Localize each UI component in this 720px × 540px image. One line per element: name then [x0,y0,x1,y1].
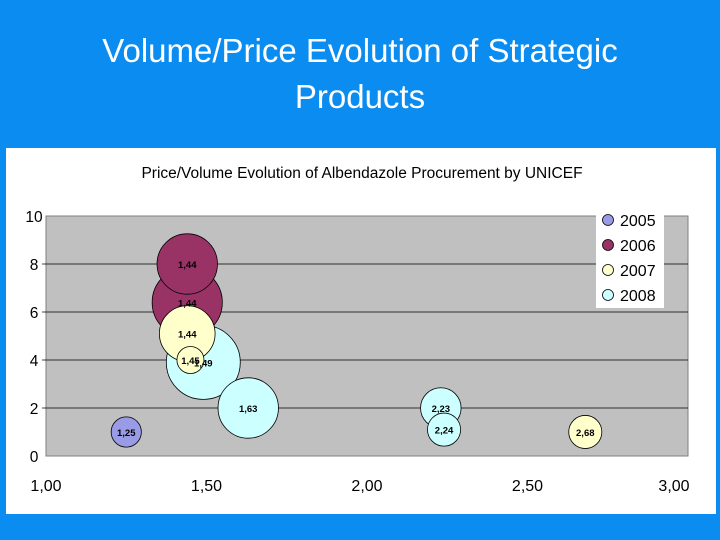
slide-title-line-2: Products [294,78,426,115]
bubble-label: 1,44 [178,330,197,341]
x-tick-label: 2,50 [512,478,543,495]
bubble-2008 [217,377,279,439]
legend-marker-2007 [602,264,614,276]
bubble-label: 1,45 [181,356,200,367]
bubble-label: 1,63 [239,404,258,415]
bubble-label: 1,44 [178,260,197,271]
y-axis-ticks: 0 2 4 6 8 10 [25,209,43,466]
bubble-2005 [110,416,142,448]
x-tick-label: 3,00 [658,478,689,495]
bubble-label: 2,23 [432,404,451,415]
bubble-label: 2,24 [435,426,454,437]
gridlines [42,263,688,409]
x-tick-label: 1,50 [191,478,222,495]
y-tick-label: 10 [25,209,43,226]
x-tick-label: 2,00 [351,478,382,495]
bubble-label: 2,68 [576,428,595,439]
y-tick-label: 6 [30,305,39,322]
bubble-chart: Price/Volume Evolution of Albendazole Pr… [25,165,689,495]
legend-label-2008: 2008 [620,288,656,305]
slide-title-line-1: Volume/Price Evolution of Strategic [102,32,618,69]
y-tick-label: 8 [30,257,39,274]
chart-title: Price/Volume Evolution of Albendazole Pr… [141,165,582,182]
bubble-2008 [427,412,461,447]
legend-marker-2006 [602,239,614,251]
bubbles [110,233,603,449]
bubble-label: 1,25 [117,428,136,439]
legend: 2005 2006 2007 2008 [596,206,664,308]
bubble-label: 1,44 [178,298,197,309]
y-tick-label: 4 [30,353,39,370]
slide-title: Volume/Price Evolution of Strategic Prod… [0,28,720,120]
bubble-2006 [156,233,218,295]
legend-label-2007: 2007 [620,263,656,280]
legend-label-2005: 2005 [620,213,656,230]
y-tick-label: 0 [30,449,39,466]
x-tick-label: 1,00 [30,478,61,495]
legend-label-2006: 2006 [620,238,656,255]
bubble-2007 [176,346,205,374]
bubble-label: 1,49 [194,358,213,369]
y-tick-label: 2 [30,401,39,418]
bubble-2007 [568,415,603,449]
legend-marker-2005 [602,214,614,226]
chart-container: Price/Volume Evolution of Albendazole Pr… [6,148,716,514]
bubble-labels: 1,49 1,44 1,44 1,63 1,44 2,23 2,68 2,24 1,25 1,45 [117,260,595,439]
x-axis-ticks: 1,00 1,50 2,00 2,50 3,00 [30,478,689,495]
legend-marker-2008 [602,289,614,301]
